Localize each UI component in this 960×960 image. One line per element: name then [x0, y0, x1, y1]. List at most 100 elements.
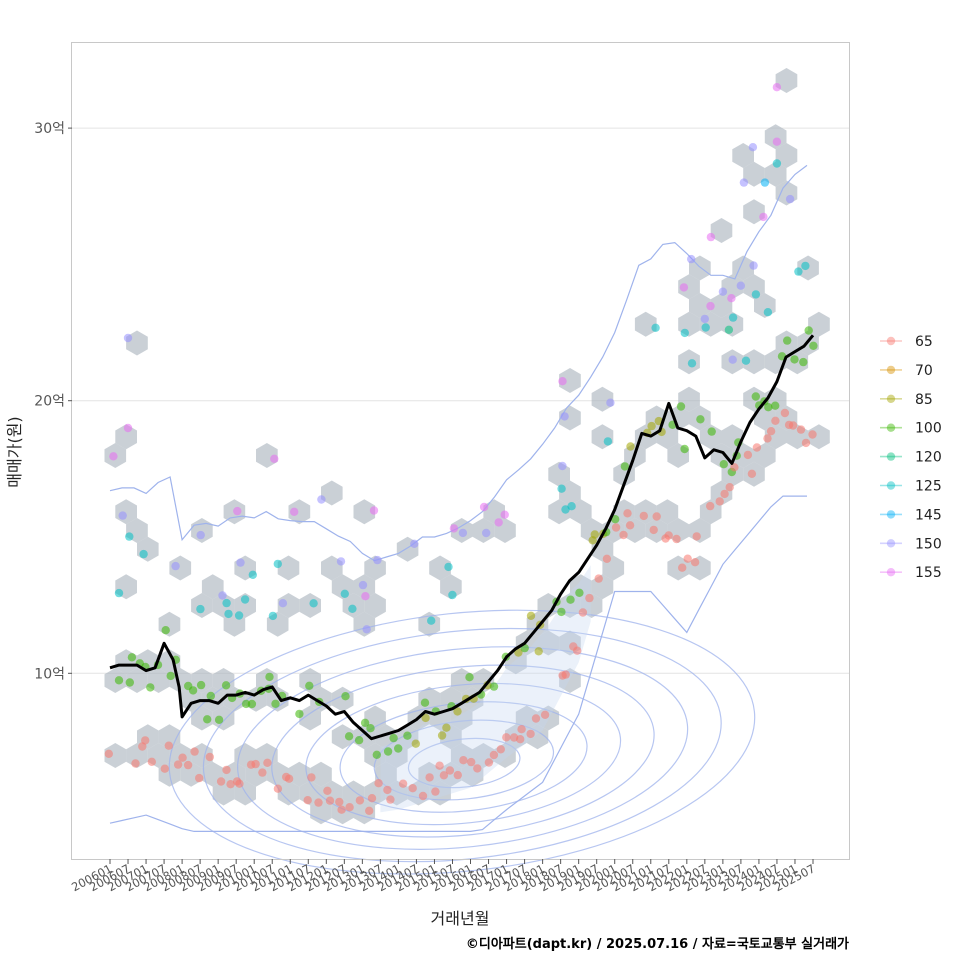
density-contour: [407, 737, 521, 789]
x-axis-title: 거래년월: [431, 909, 490, 928]
legend-item: 85: [880, 392, 933, 408]
hexbin-cell: [299, 705, 321, 731]
scatter-point: [785, 194, 795, 204]
scatter-point: [801, 438, 811, 448]
scatter-point: [435, 761, 444, 770]
scatter-point: [307, 773, 316, 782]
scatter-point: [623, 509, 632, 518]
plot-panel-border: [71, 42, 850, 860]
scatter-point: [241, 699, 251, 709]
scatter-point: [651, 323, 660, 332]
legend-item: 150: [880, 536, 942, 552]
scatter-point: [226, 780, 235, 789]
scatter-point: [398, 779, 408, 788]
hexbin-cell: [288, 499, 311, 525]
legend-item: 100: [880, 421, 942, 437]
scatter-point: [751, 290, 761, 299]
scatter-point: [558, 461, 567, 471]
hexbin-cell: [699, 424, 722, 450]
legend-key-dot: [886, 365, 896, 375]
scatter-point: [449, 524, 459, 533]
scatter-point: [127, 653, 137, 662]
legend-item: 65: [880, 334, 933, 350]
scatter-point: [687, 359, 697, 368]
hexbin-cell: [764, 161, 787, 187]
scatter-point: [804, 326, 813, 335]
scatter-point: [418, 791, 428, 801]
legend-label: 65: [915, 334, 933, 350]
scatter-point: [195, 773, 204, 783]
scatter-point: [270, 454, 279, 463]
scatter-point: [271, 699, 280, 708]
hexbin-cell: [169, 555, 192, 581]
y-tick-label: 30억: [34, 121, 65, 137]
scatter-point: [696, 415, 705, 424]
scatter-point: [437, 731, 447, 740]
scatter-point: [235, 779, 244, 788]
scatter-point: [216, 777, 226, 786]
hexbin-cell: [634, 311, 657, 337]
scatter-point: [188, 686, 198, 695]
scatter-point: [736, 281, 745, 290]
scatter-point: [692, 532, 701, 541]
scatter-point: [727, 294, 736, 303]
scatter-point: [531, 714, 541, 723]
scatter-point: [701, 323, 710, 332]
scatter-point: [258, 768, 267, 777]
legend-item: 70: [880, 363, 933, 379]
hexbin-cell: [775, 143, 798, 168]
scatter-point: [760, 178, 770, 187]
scatter-point: [453, 770, 462, 780]
scatter-point: [502, 733, 511, 742]
scatter-point: [147, 757, 156, 766]
hexbin-cell: [331, 724, 354, 750]
legend-key-dot: [886, 336, 896, 346]
scatter-point: [647, 421, 656, 431]
scatter-point: [751, 392, 760, 401]
scatter-point: [442, 723, 451, 732]
scatter-point: [344, 732, 354, 741]
scatter-point: [664, 531, 673, 540]
scatter-point: [367, 794, 377, 803]
scatter-point: [178, 753, 187, 762]
scatter-point: [303, 796, 312, 805]
scatter-point: [309, 599, 318, 608]
legend-label: 100: [915, 421, 942, 437]
hexbin-cell: [515, 705, 538, 731]
scatter-point: [771, 401, 780, 410]
scatter-point: [374, 779, 383, 788]
scatter-point: [788, 421, 798, 430]
scatter-point: [444, 562, 453, 572]
y-tick-label: 10억: [34, 666, 65, 682]
scatter-point: [594, 574, 603, 583]
scatter-point: [514, 648, 523, 657]
scatter-point: [221, 681, 231, 690]
scatter-point: [183, 760, 193, 770]
scatter-point: [534, 647, 543, 656]
legend-key-dot: [886, 423, 896, 432]
scatter-point: [473, 764, 482, 773]
scatter-point: [234, 611, 244, 620]
hexbin-cell: [732, 255, 754, 281]
scatter-point: [465, 673, 474, 682]
scatter-point: [118, 511, 127, 520]
scatter-point: [372, 750, 381, 759]
y-tick-label: 20억: [34, 394, 65, 410]
scatter-point: [141, 736, 150, 745]
scatter-point: [706, 501, 715, 511]
scatter-point: [365, 806, 374, 815]
scatter-point: [268, 611, 278, 621]
scatter-point: [383, 747, 393, 756]
legend-label: 125: [915, 479, 942, 495]
scatter-point: [799, 357, 808, 367]
scatter-point: [161, 626, 170, 635]
scatter-point: [164, 741, 173, 750]
scatter-point: [114, 676, 124, 685]
scatter-point: [575, 588, 584, 597]
scatter-point: [295, 709, 304, 719]
scatter-point: [445, 766, 455, 775]
scatter-point: [263, 758, 272, 767]
scatter-point: [222, 598, 231, 608]
scatter-point: [680, 444, 689, 454]
